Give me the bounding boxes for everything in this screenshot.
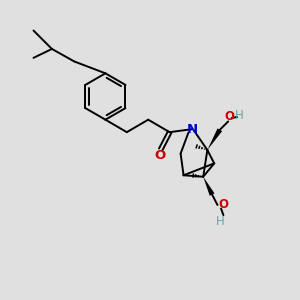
Polygon shape <box>203 177 214 196</box>
Text: O: O <box>154 149 166 162</box>
Text: O: O <box>224 110 234 123</box>
Text: H: H <box>235 109 244 122</box>
Text: O: O <box>218 198 228 211</box>
Text: H: H <box>216 215 225 228</box>
Polygon shape <box>207 128 222 150</box>
Text: N: N <box>186 123 197 136</box>
